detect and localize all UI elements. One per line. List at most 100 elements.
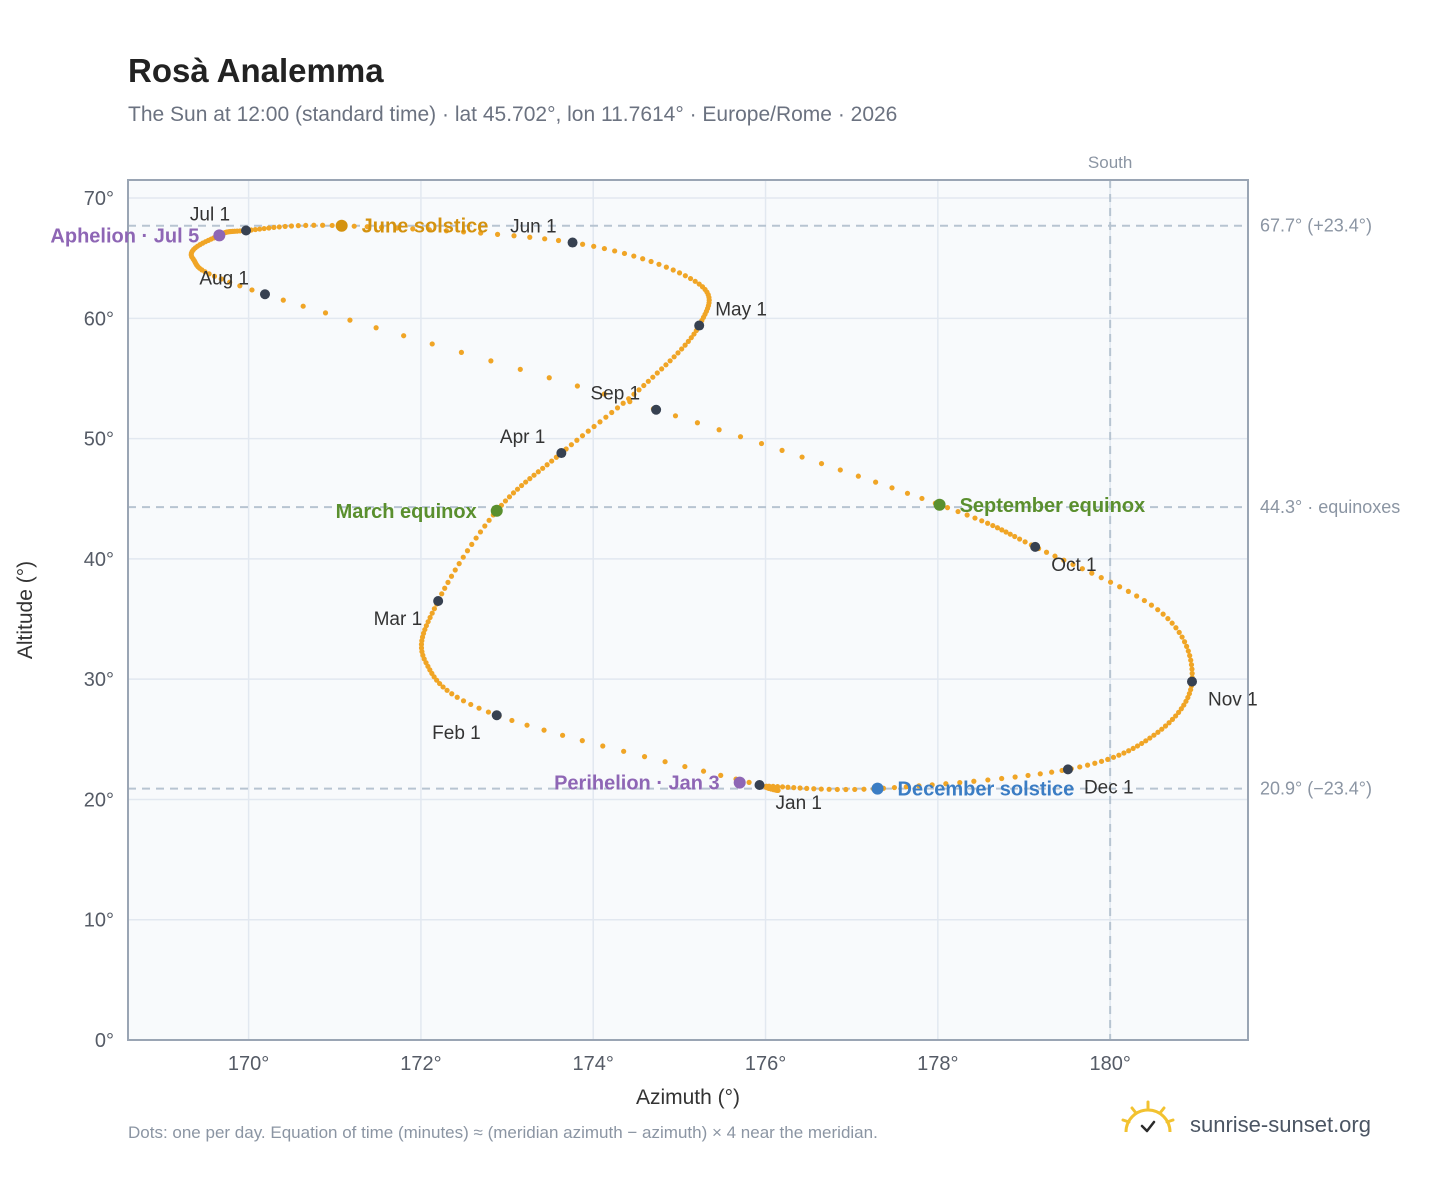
daily-sun-position-dot [1084,762,1091,768]
daily-sun-position-dot [614,405,621,411]
daily-sun-position-dot [1117,584,1123,590]
daily-sun-position-dot [1126,748,1132,754]
daily-sun-position-dot [469,541,475,547]
altitude-reference-label: 67.7° (+23.4°) [1260,216,1372,236]
daily-sun-position-dot [1151,732,1157,738]
brand[interactable]: sunrise-sunset.org [1120,1100,1390,1150]
daily-sun-position-dot [591,243,597,249]
daily-sun-position-dot [422,626,428,633]
event-label: June solstice [362,216,489,238]
daily-sun-position-dot [351,223,357,229]
daily-sun-position-dot [527,476,533,482]
daily-sun-position-dot [1183,698,1189,704]
daily-sun-position-dot [288,223,295,229]
daily-sun-position-dot [440,684,446,690]
daily-sun-position-dot [679,346,685,352]
daily-sun-position-dot [1130,745,1136,752]
daily-sun-position-dot [675,350,681,356]
daily-sun-position-dot [1043,549,1050,555]
x-tick-label: 178° [917,1053,958,1075]
daily-sun-position-dot [716,427,722,433]
daily-sun-position-dot [1017,536,1023,542]
brand-name: sunrise-sunset.org [1190,1112,1371,1137]
daily-sun-position-dot [641,382,647,389]
y-axis-title: Altitude (°) [14,561,37,659]
month-marker [694,320,705,331]
daily-sun-position-dot [478,230,484,236]
daily-sun-position-dot [257,226,263,232]
daily-sun-position-dot [1121,750,1127,756]
daily-sun-position-dot [964,512,970,518]
daily-sun-position-dot [448,573,455,579]
chart-title: Rosà Analemma [128,52,384,89]
x-tick-label: 180° [1089,1053,1130,1075]
month-marker-label: Jun 1 [510,217,556,238]
daily-sun-position-dot [904,490,911,496]
daily-sun-position-dot [1159,726,1165,732]
month-marker [651,404,662,415]
daily-sun-position-dot [944,505,951,511]
daily-sun-position-dot [811,786,817,792]
plot-border [127,179,1249,1041]
event-marker [933,498,946,511]
daily-sun-position-dot [1107,579,1114,585]
daily-sun-position-dot [994,525,1001,531]
daily-sun-position-dot [889,485,895,491]
daily-sun-position-dot [612,248,618,254]
month-marker [241,225,252,236]
daily-sun-position-dot [237,283,243,289]
daily-sun-position-dot [523,479,529,485]
y-tick-label: 70° [84,188,114,210]
daily-sun-position-dot [1049,769,1055,775]
event-label: March equinox [336,501,477,523]
daily-sun-position-dot [682,763,688,770]
daily-sun-position-dot [861,786,867,792]
daily-sun-position-dot [1169,716,1176,722]
daily-sun-position-dot [1098,575,1104,581]
daily-sun-position-dot [364,224,370,230]
daily-sun-position-dot [295,223,301,229]
daily-sun-position-dot [549,458,555,464]
daily-sun-position-dot [685,338,691,344]
daily-sun-position-dot [672,413,679,419]
daily-sun-position-dot [631,253,637,259]
daily-sun-position-dot [580,241,586,247]
daily-sun-position-dot [579,433,586,439]
daily-sun-position-dot [439,591,445,597]
daily-sun-position-dot [682,342,688,348]
daily-sun-position-dot [460,554,466,560]
daily-sun-position-dot [826,786,832,792]
daily-sun-position-dot [852,786,858,793]
daily-sun-position-dot [656,261,662,267]
daily-sun-position-dot [1147,735,1153,741]
daily-sun-position-dot [449,691,455,697]
daily-sun-position-dot [1025,772,1031,779]
month-marker-label: Apr 1 [500,427,545,448]
daily-sun-position-dot [855,473,861,479]
daily-sun-position-dot [427,614,433,621]
daily-sun-position-dot [1134,743,1141,749]
daily-sun-position-dot [531,472,537,478]
daily-sun-position-dot [818,460,825,467]
daily-sun-position-dot [452,567,458,573]
daily-sun-position-dot [779,447,785,453]
daily-sun-position-dot [1079,566,1085,572]
daily-sun-position-dot [654,370,660,376]
y-tick-label: 60° [84,308,114,330]
daily-sun-position-dot [1003,529,1009,535]
y-tick-label: 50° [84,429,114,451]
daily-sun-position-dot [999,527,1005,533]
daily-sun-position-dot [514,486,521,492]
daily-sun-position-dot [645,378,651,384]
daily-sun-position-dot [687,275,694,282]
daily-sun-position-dot [601,391,607,397]
daily-sun-position-dot [509,717,515,724]
daily-sun-position-dot [688,335,694,341]
daily-sun-position-dot [1189,670,1195,677]
daily-sun-position-dot [206,271,212,277]
y-tick-label: 0° [95,1030,114,1052]
daily-sun-position-dot [249,287,255,293]
daily-sun-position-dot [303,222,309,229]
daily-sun-position-dot [837,467,843,473]
